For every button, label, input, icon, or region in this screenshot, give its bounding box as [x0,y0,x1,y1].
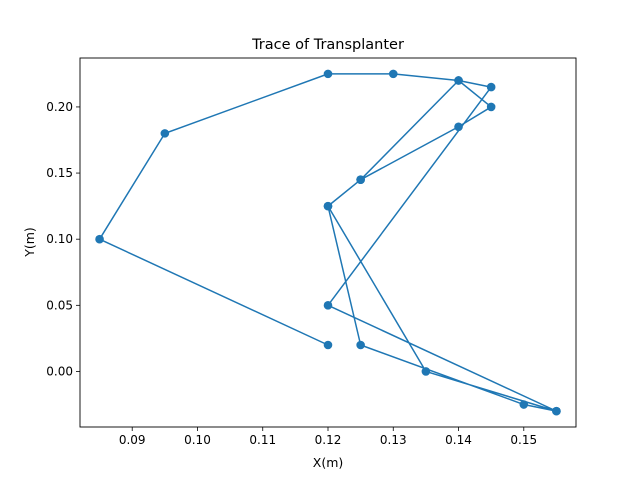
data-point [323,340,333,350]
x-tick-label: 0.14 [445,433,472,447]
series-line [98,73,558,412]
x-tick-label: 0.09 [119,433,146,447]
plot-area [80,58,576,427]
chart-title: Trace of Transplanter [251,37,404,53]
x-tick-label: 0.11 [249,433,276,447]
y-tick-label: 0.20 [46,100,73,114]
y-axis-label: Y(m) [22,227,37,258]
data-point [95,234,104,244]
plot-frame [79,57,577,428]
data-point [160,129,170,138]
data-point [454,76,463,85]
data-point [421,367,431,376]
x-tick-label: 0.13 [380,433,407,447]
y-tick-label: 0.10 [46,232,73,246]
y-tick-label: 0.00 [46,364,73,378]
data-point [552,406,561,416]
x-tick-label: 0.10 [184,433,211,447]
y-tick-label: 0.05 [46,298,73,312]
series [95,69,561,416]
data-point [519,400,529,409]
data-point [323,69,333,79]
data-point [356,340,365,350]
data-point [323,301,333,310]
data-point [356,175,365,184]
y-tick-label: 0.15 [46,166,73,180]
data-point [486,102,496,112]
data-point [486,82,496,92]
data-point [388,69,398,79]
ticks: 0.09 0.10 0.11 0.12 0.13 0.14 0.15 0.00 0.05 0.10… [46,100,537,447]
x-tick-label: 0.15 [510,433,537,447]
data-point [323,201,333,211]
x-tick-label: 0.12 [315,433,342,447]
x-axis-label: X(m) [313,455,344,470]
data-point [454,122,463,132]
